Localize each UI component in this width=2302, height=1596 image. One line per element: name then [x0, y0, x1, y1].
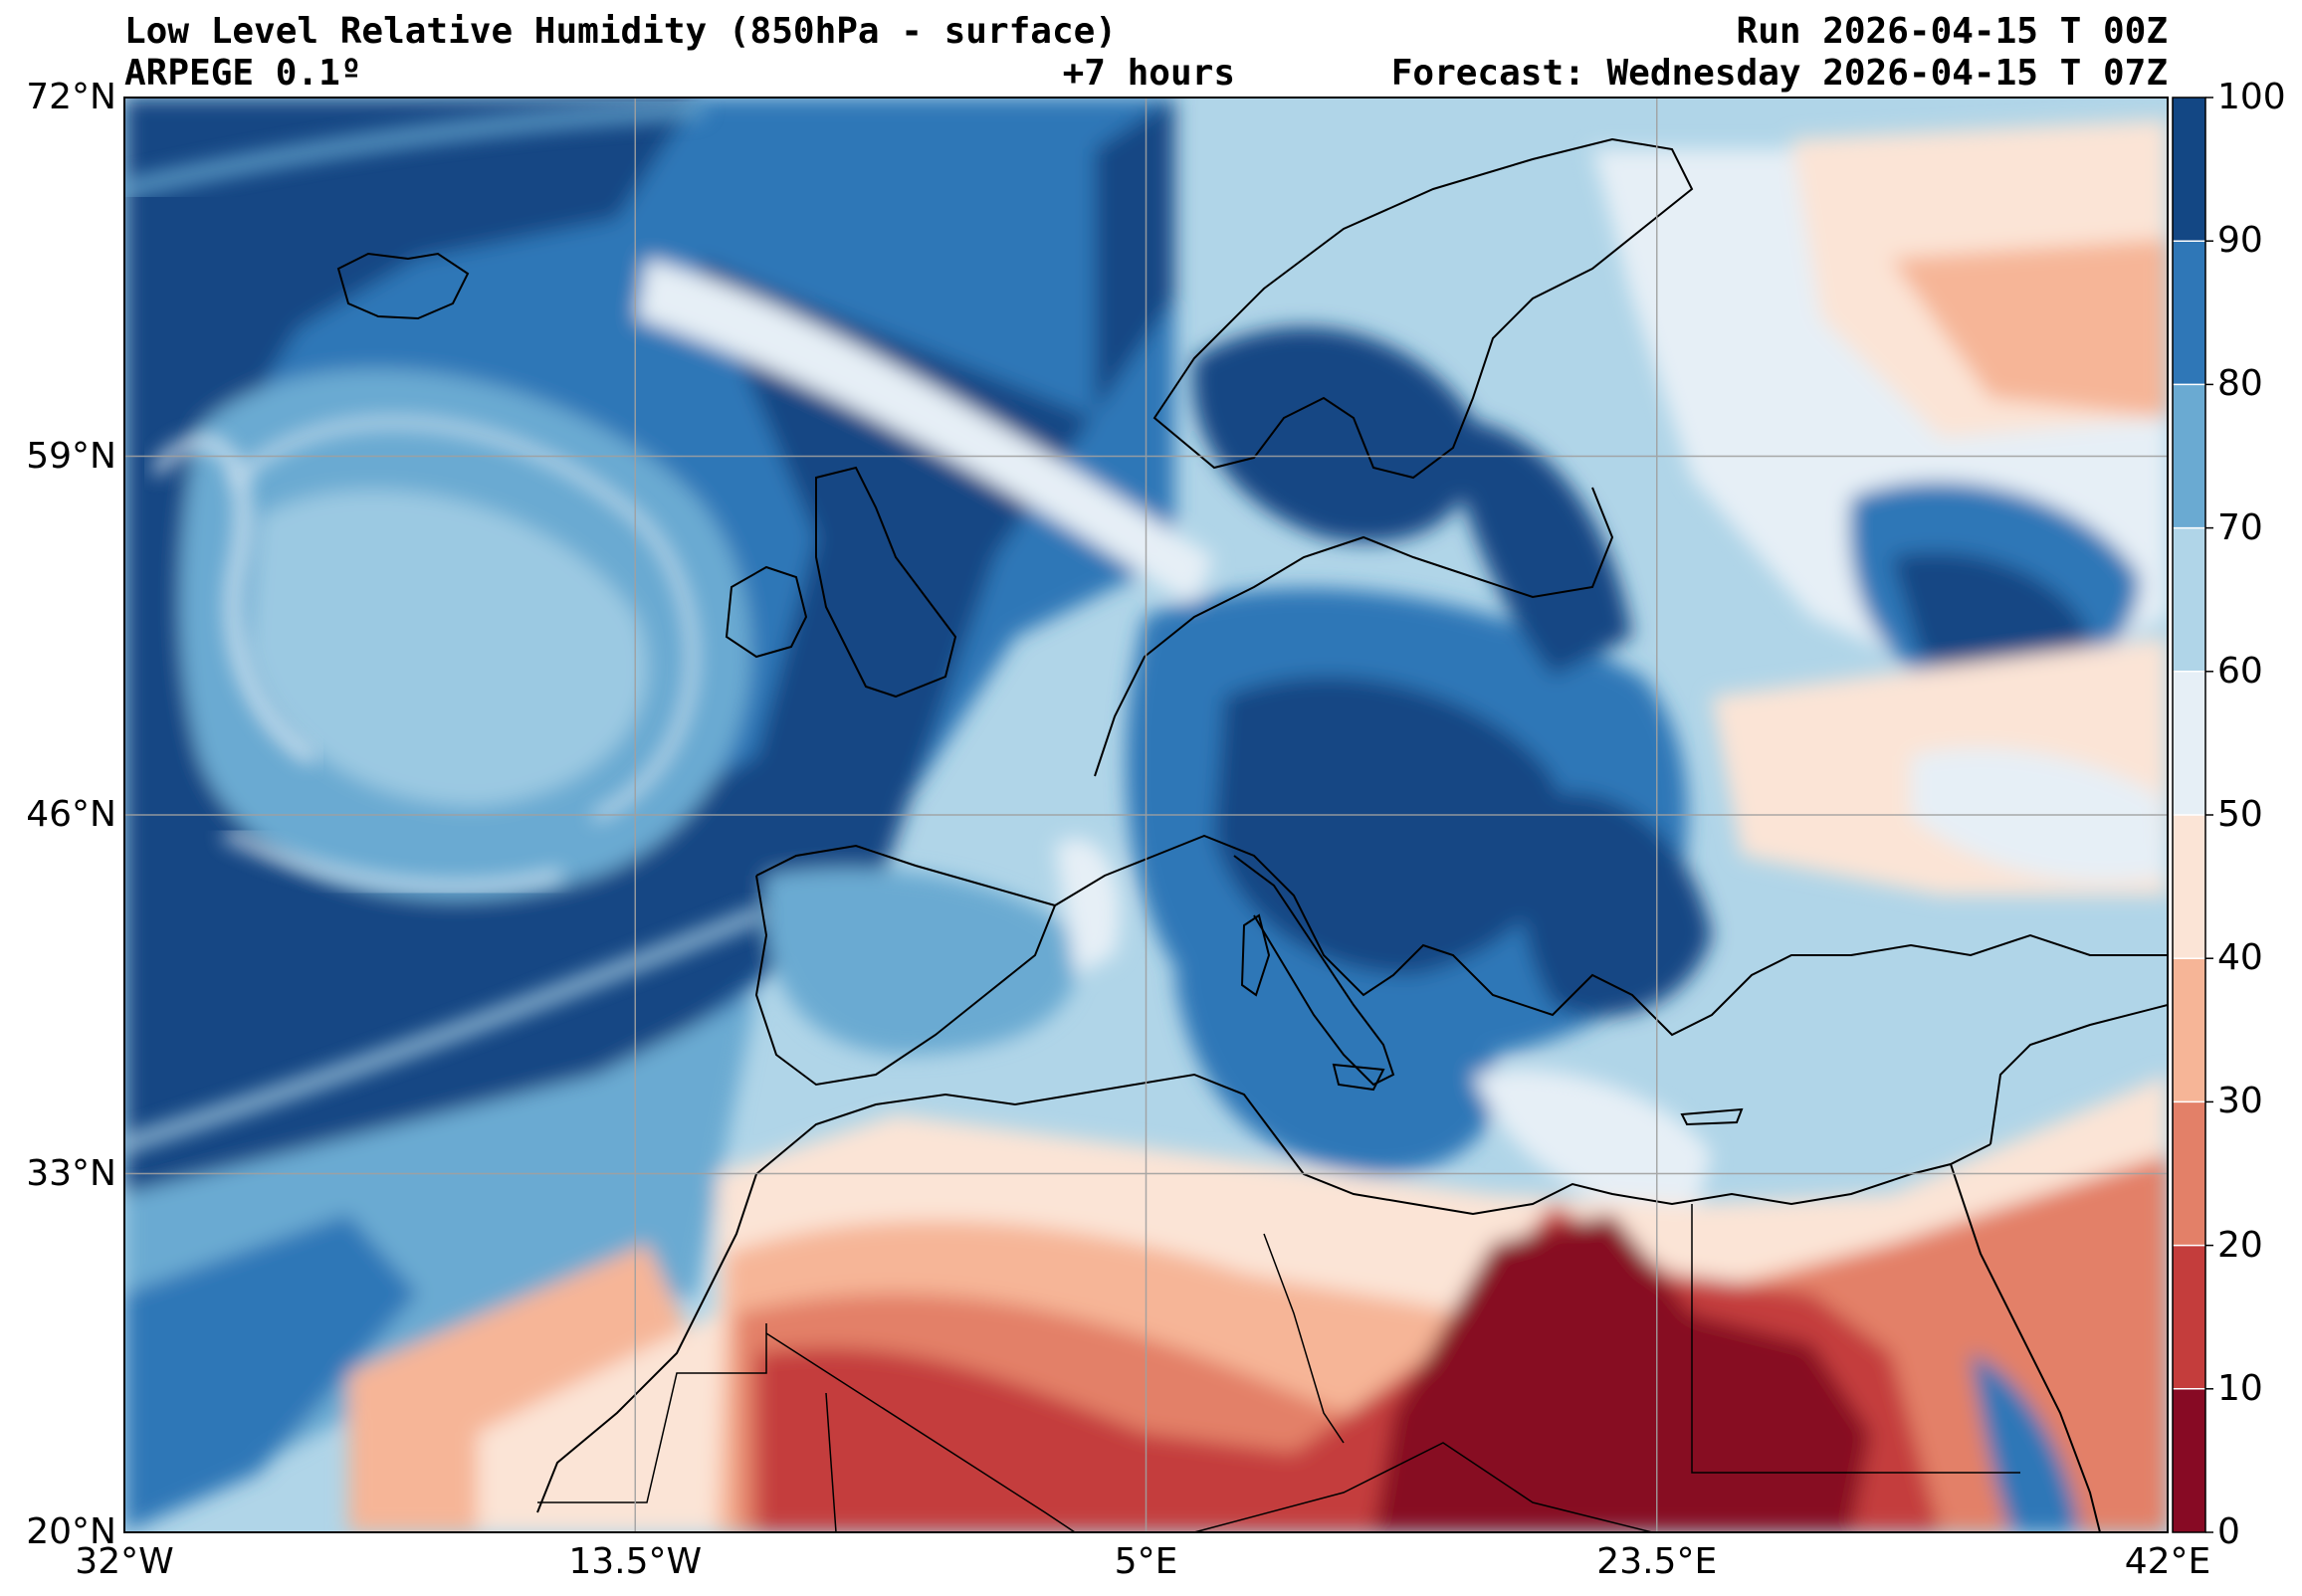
colorbar-tick-label: 70 — [2217, 506, 2263, 548]
lead-time: +7 hours — [1062, 53, 1235, 94]
borders — [537, 1204, 2020, 1532]
colorbar-segment — [2173, 1101, 2205, 1246]
longitude-tick-label: 42°E — [2124, 1541, 2211, 1582]
colorbar-tick-label: 40 — [2217, 937, 2263, 979]
coastlines — [336, 137, 2168, 1532]
colorbar-segment — [2173, 241, 2205, 385]
colorbar-segment — [2173, 98, 2205, 242]
latitude-tick-label: 59°N — [26, 435, 116, 477]
colorbar-tick-label: 20 — [2217, 1224, 2263, 1266]
map-title: Low Level Relative Humidity (850hPa - su… — [124, 11, 1117, 52]
run-time: Run 2026-04-15 T 00Z — [1736, 11, 2168, 52]
longitude-tick-label: 13.5°W — [568, 1541, 703, 1582]
model-name: ARPEGE 0.1º — [124, 53, 362, 94]
latitude-tick-label: 20°N — [26, 1511, 116, 1552]
longitude-tick-label: 32°W — [75, 1541, 174, 1582]
colorbar-tick-label: 0 — [2217, 1511, 2240, 1552]
forecast-time: Forecast: Wednesday 2026-04-15 T 07Z — [1390, 53, 2168, 94]
colorbar-segment — [2173, 1245, 2205, 1389]
colorbar-tick-label: 100 — [2217, 77, 2286, 117]
colorbar-tick-label: 80 — [2217, 363, 2263, 405]
longitude-tick-label: 23.5°E — [1596, 1541, 1718, 1582]
plot-frame — [123, 97, 2169, 1533]
colorbar-segment — [2173, 384, 2205, 528]
colorbar-tick-label: 60 — [2217, 650, 2263, 692]
colorbar-tick-label: 10 — [2217, 1367, 2263, 1409]
latitude-tick-label: 46°N — [26, 794, 116, 835]
colorbar-segment — [2173, 815, 2205, 959]
grid-lines — [124, 98, 2168, 1532]
colorbar-tick-label: 90 — [2217, 220, 2263, 262]
colorbar-segment — [2173, 671, 2205, 815]
colorbar-tick-label: 30 — [2217, 1081, 2263, 1122]
colorbar-tick-label: 50 — [2217, 794, 2263, 835]
colorbar-segment — [2173, 1388, 2205, 1532]
latitude-tick-label: 72°N — [26, 77, 116, 117]
colorbar-segment — [2173, 958, 2205, 1102]
colorbar — [2172, 97, 2213, 1533]
latitude-tick-label: 33°N — [26, 1152, 116, 1194]
longitude-tick-label: 5°E — [1114, 1541, 1178, 1582]
colorbar-segment — [2173, 527, 2205, 672]
